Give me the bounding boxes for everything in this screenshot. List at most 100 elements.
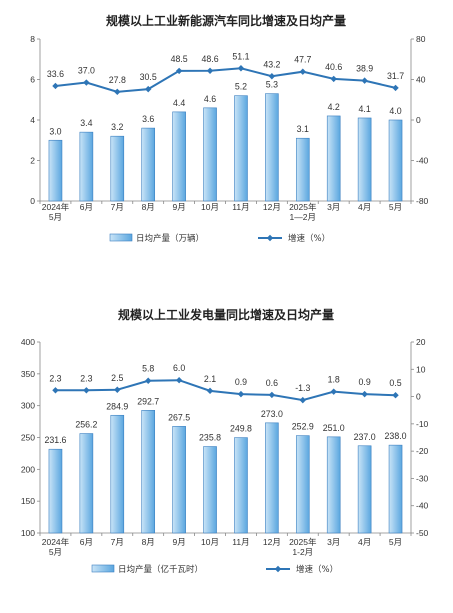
bar-data-label: 231.6 bbox=[44, 435, 66, 445]
x-tick-label: 12月 bbox=[263, 537, 281, 547]
bar-data-label: 235.8 bbox=[199, 433, 221, 443]
line-point bbox=[175, 67, 183, 75]
x-tick-label: 7月 bbox=[111, 202, 124, 212]
bar bbox=[79, 433, 94, 534]
x-tick-label: 5月 bbox=[389, 537, 402, 547]
y-right-tick-label: -20 bbox=[416, 446, 429, 456]
bar-data-label: 237.0 bbox=[354, 432, 376, 442]
bar bbox=[388, 119, 403, 202]
y-left-tick-label: 150 bbox=[21, 496, 35, 506]
bar-data-label: 251.0 bbox=[323, 423, 345, 433]
line-point bbox=[268, 73, 276, 80]
y-right-tick-label: 40 bbox=[416, 75, 426, 85]
bar bbox=[79, 131, 94, 202]
line-point bbox=[299, 396, 306, 404]
line-point bbox=[145, 377, 152, 384]
line-data-label: 38.9 bbox=[356, 64, 373, 74]
growth-line bbox=[55, 379, 396, 402]
line-data-label: 2.3 bbox=[49, 373, 61, 383]
bar bbox=[172, 426, 186, 534]
bar-data-label: 292.7 bbox=[137, 396, 159, 406]
line-data-label: 1.8 bbox=[328, 375, 340, 385]
x-tick-label: 8月 bbox=[142, 202, 155, 212]
line-point bbox=[392, 84, 399, 92]
legend-line-label: 增速（%） bbox=[288, 233, 330, 244]
bar-data-label: 4.2 bbox=[328, 102, 340, 112]
x-tick-label: 9月 bbox=[173, 202, 186, 212]
line-data-label: 33.6 bbox=[47, 69, 64, 79]
line-data-label: 48.5 bbox=[171, 54, 188, 64]
line-data-label: 6.0 bbox=[173, 363, 185, 373]
line-data-label: 0.6 bbox=[266, 378, 278, 388]
line-point bbox=[145, 85, 152, 93]
bar bbox=[388, 444, 403, 534]
bar bbox=[265, 93, 279, 202]
line-data-label: 51.1 bbox=[232, 51, 249, 61]
bar-data-label: 4.1 bbox=[359, 104, 371, 114]
x-tick-label: 4月 bbox=[358, 202, 371, 212]
line-data-label: 31.7 bbox=[387, 71, 404, 81]
x-tick-label: 12月 bbox=[263, 202, 281, 212]
x-tick-label: 11月 bbox=[232, 202, 249, 212]
power-chart: 规模以上工业发电量同比增速及日均产量 100 150 200 250 300 350 400-… bbox=[0, 298, 453, 598]
growth-line bbox=[55, 67, 396, 93]
y-left-tick-label: 8 bbox=[30, 34, 35, 44]
y-left-tick-label: 400 bbox=[21, 337, 35, 347]
line-point bbox=[330, 388, 337, 395]
line-data-label: 2.3 bbox=[80, 373, 92, 383]
bar-data-label: 3.1 bbox=[297, 124, 309, 134]
line-point bbox=[330, 75, 337, 83]
y-left-tick-label: 300 bbox=[21, 401, 35, 411]
line-point bbox=[83, 387, 90, 394]
bar-data-label: 4.4 bbox=[173, 98, 185, 108]
line-point bbox=[114, 386, 121, 393]
chart-title: 规模以上工业新能源汽车同比增速及日均产量 bbox=[106, 13, 346, 28]
bar bbox=[234, 437, 248, 534]
y-right-tick-label: 80 bbox=[416, 34, 426, 44]
line-point bbox=[83, 79, 90, 86]
bar-data-label: 238.0 bbox=[385, 431, 407, 441]
line-point bbox=[361, 77, 368, 84]
y-left-tick-label: 100 bbox=[21, 528, 35, 538]
legend-bar-label: 日均产量（亿千瓦时） bbox=[118, 564, 203, 575]
bar-data-label: 4.6 bbox=[204, 94, 216, 104]
x-tick-label: 3月 bbox=[327, 537, 340, 547]
bar bbox=[234, 95, 248, 202]
y-right-tick-label: -50 bbox=[416, 528, 429, 538]
x-tick-label: 2025年 bbox=[289, 537, 317, 547]
x-tick-label: 4月 bbox=[358, 537, 371, 547]
y-left-tick-label: 0 bbox=[30, 196, 35, 206]
y-right-tick-label: -40 bbox=[416, 156, 429, 166]
nev-chart-svg: 规模以上工业新能源汽车同比增速及日均产量 0 2 4 6 8 -80 -40 0 40 80 2024… bbox=[30, 13, 429, 244]
x-tick-label: 8月 bbox=[142, 537, 155, 547]
line-data-label: 0.9 bbox=[235, 377, 247, 387]
bar bbox=[326, 115, 341, 202]
bar-data-label: 3.2 bbox=[111, 122, 123, 132]
y-left-tick-label: 6 bbox=[30, 75, 35, 85]
bar bbox=[357, 445, 372, 534]
bar bbox=[203, 446, 217, 534]
bar bbox=[110, 135, 125, 202]
x-tick-label: 3月 bbox=[327, 202, 340, 212]
x-tick-label: 2024年 bbox=[42, 537, 70, 547]
line-data-label: 0.9 bbox=[359, 377, 371, 387]
legend-bar-swatch bbox=[109, 233, 133, 242]
legend-line-label: 增速（%） bbox=[296, 564, 338, 575]
bar-data-label: 3.0 bbox=[49, 126, 61, 136]
bar bbox=[265, 422, 279, 534]
bar-data-label: 267.5 bbox=[168, 412, 190, 422]
legend-bar-label: 日均产量（万辆） bbox=[136, 233, 204, 244]
line-point bbox=[206, 67, 214, 74]
bar-data-label: 284.9 bbox=[106, 401, 128, 411]
y-left-tick-label: 2 bbox=[30, 156, 35, 166]
y-right-tick-label: 20 bbox=[416, 337, 426, 347]
y-right-tick-label: 10 bbox=[416, 364, 426, 374]
x-tick-label: 1-2月 bbox=[292, 547, 313, 557]
x-tick-label: 5月 bbox=[49, 547, 62, 557]
x-tick-label: 7月 bbox=[111, 537, 124, 547]
bar bbox=[172, 111, 186, 202]
bar bbox=[141, 410, 156, 534]
nev-chart: 规模以上工业新能源汽车同比增速及日均产量 0 2 4 6 8 -80 -40 0 40 80 2024… bbox=[0, 0, 453, 260]
line-data-label: 0.5 bbox=[389, 378, 401, 388]
x-tick-label: 11月 bbox=[232, 537, 249, 547]
